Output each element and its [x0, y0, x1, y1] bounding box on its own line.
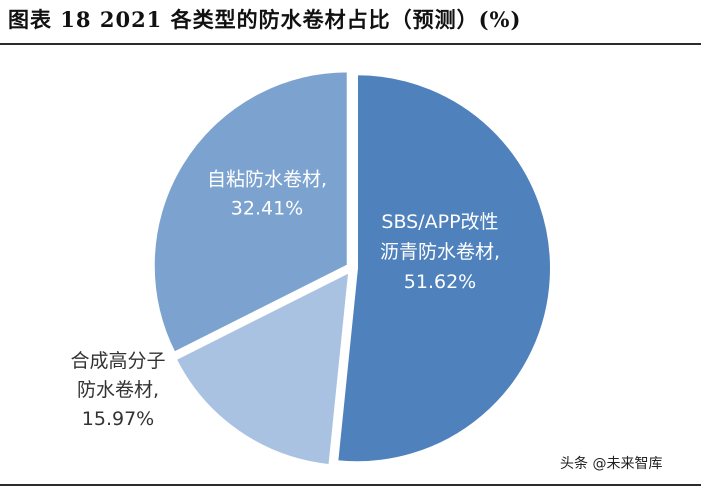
slice-label: SBS/APP改性沥青防水卷材, 51.62%: [380, 211, 500, 293]
chart-title: 图表 18 2021 各类型的防水卷材占比（预测）(%): [8, 7, 522, 32]
pie-slice: [174, 270, 351, 467]
watermark: 头条 @未来智库: [560, 456, 663, 472]
pie-slice: [152, 70, 349, 354]
slice-label: 合成高分子防水卷材, 15.97%: [70, 350, 165, 430]
pie-slice: [336, 73, 552, 464]
bottom-rule: [0, 484, 701, 486]
title-rule: [0, 43, 701, 45]
slice-label: 自粘防水卷材, 32.41%: [207, 169, 327, 220]
